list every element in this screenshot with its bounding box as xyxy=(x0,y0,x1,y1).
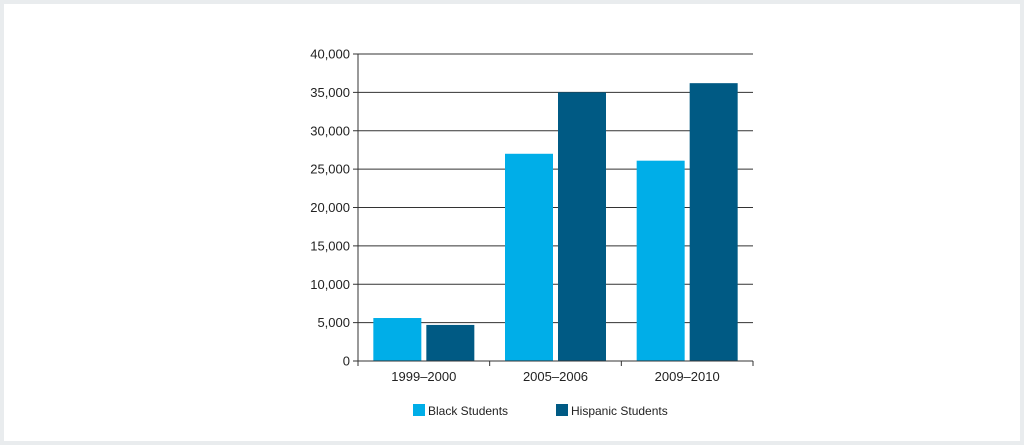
y-axis: 0 5,000 10,000 15,000 20,000 25,000 30,000 35,0… xyxy=(310,47,359,369)
y-tick-label: 40,000 xyxy=(310,47,350,62)
legend-swatch-hispanic-students xyxy=(556,404,568,416)
x-tick-label: 1999–2000 xyxy=(391,369,456,384)
y-tick-label: 20,000 xyxy=(310,200,350,215)
y-tick-label: 0 xyxy=(343,354,350,369)
x-axis: 1999–2000 2005–2006 2009–2010 xyxy=(357,360,754,384)
bars xyxy=(373,83,738,361)
grid-lines xyxy=(358,53,753,324)
bar-hispanic-students xyxy=(558,92,606,361)
legend: Black Students Hispanic Students xyxy=(413,404,668,418)
y-tick-label: 5,000 xyxy=(317,315,350,330)
bar-black-students xyxy=(373,318,422,361)
bar-black-students xyxy=(636,160,685,361)
y-tick-label: 15,000 xyxy=(310,238,350,253)
bar-black-students xyxy=(505,153,553,361)
x-tick-label: 2009–2010 xyxy=(655,369,720,384)
bar-hispanic-students xyxy=(689,83,738,361)
y-tick-label: 10,000 xyxy=(310,277,350,292)
y-tick-label: 25,000 xyxy=(310,162,350,177)
bar-hispanic-students xyxy=(426,324,475,361)
y-tick-label: 35,000 xyxy=(310,85,350,100)
x-tick-label: 2005–2006 xyxy=(523,369,588,384)
legend-label-black-students: Black Students xyxy=(428,404,508,418)
legend-swatch-black-students xyxy=(413,404,425,416)
legend-label-hispanic-students: Hispanic Students xyxy=(571,404,668,418)
y-tick-label: 30,000 xyxy=(310,123,350,138)
